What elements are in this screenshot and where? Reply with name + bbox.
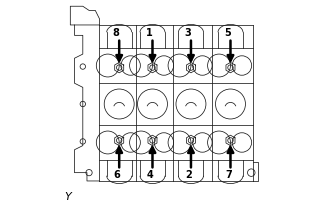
Text: 3: 3 (185, 28, 191, 38)
Text: 8: 8 (113, 28, 120, 38)
Text: 5: 5 (224, 28, 231, 38)
Text: 4: 4 (147, 170, 154, 180)
Text: 7: 7 (225, 170, 232, 180)
Text: Y: Y (64, 192, 71, 202)
Text: 2: 2 (186, 170, 192, 180)
Text: 1: 1 (146, 28, 153, 38)
Text: 6: 6 (114, 170, 121, 180)
